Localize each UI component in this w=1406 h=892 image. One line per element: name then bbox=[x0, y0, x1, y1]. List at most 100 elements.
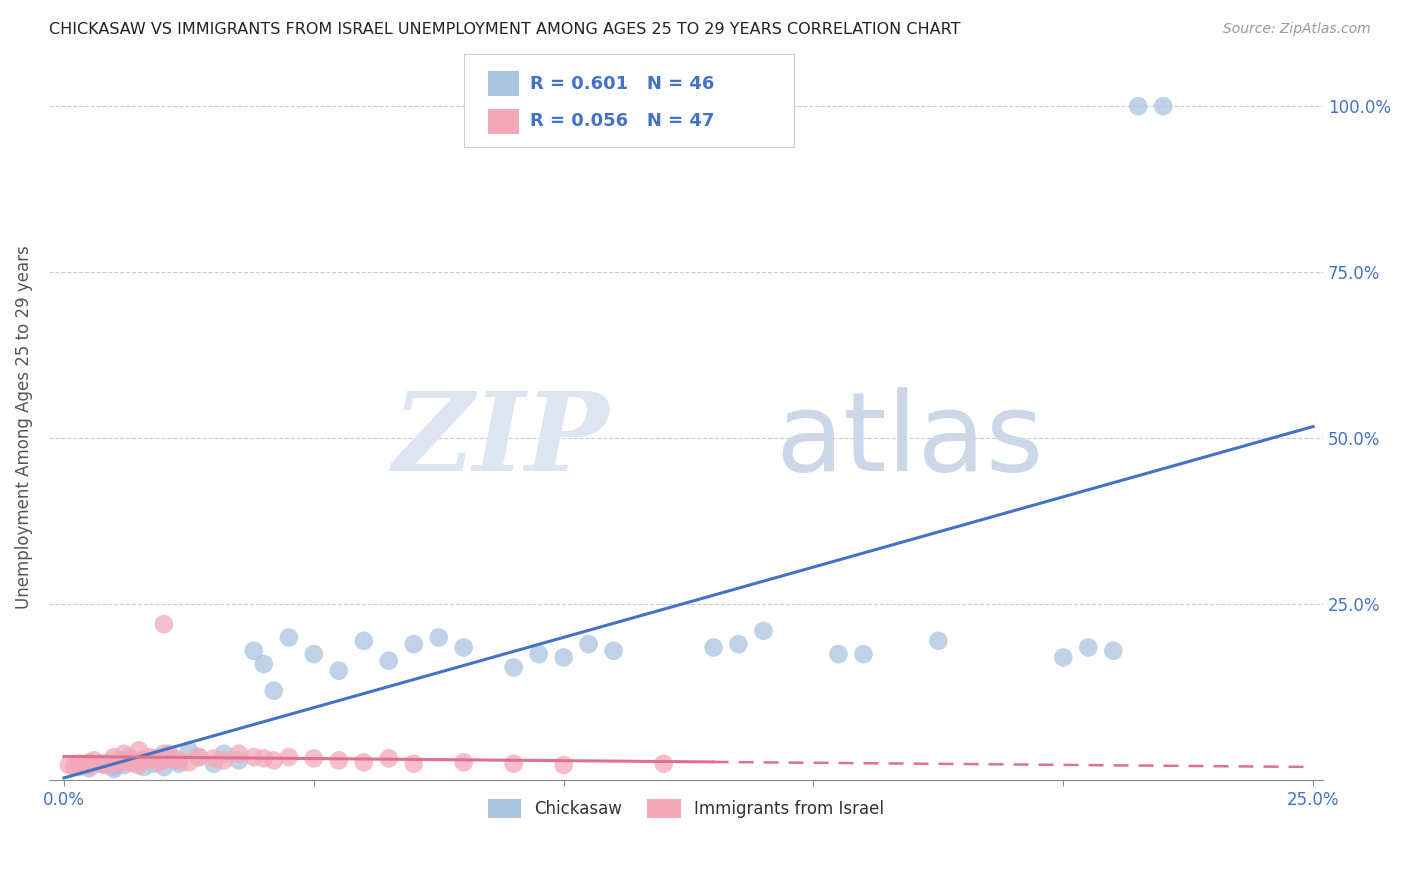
Point bbox=[553, 758, 575, 772]
Point bbox=[112, 758, 135, 772]
Text: CHICKASAW VS IMMIGRANTS FROM ISRAEL UNEMPLOYMENT AMONG AGES 25 TO 29 YEARS CORRE: CHICKASAW VS IMMIGRANTS FROM ISRAEL UNEM… bbox=[49, 22, 960, 37]
Point bbox=[228, 753, 250, 767]
Point bbox=[153, 617, 176, 632]
Point bbox=[1152, 99, 1174, 113]
Point bbox=[652, 756, 675, 771]
Point bbox=[177, 756, 200, 770]
Point bbox=[253, 751, 276, 765]
Point bbox=[302, 647, 325, 661]
Point bbox=[73, 758, 96, 772]
Point bbox=[377, 751, 399, 765]
Point bbox=[67, 760, 90, 774]
Text: R = 0.601   N = 46: R = 0.601 N = 46 bbox=[530, 75, 714, 93]
Point bbox=[927, 633, 949, 648]
Point bbox=[138, 750, 160, 764]
Text: ZIP: ZIP bbox=[394, 387, 610, 494]
Point bbox=[77, 759, 100, 773]
Legend: Chickasaw, Immigrants from Israel: Chickasaw, Immigrants from Israel bbox=[481, 792, 891, 825]
Point bbox=[108, 753, 131, 767]
Point bbox=[128, 758, 150, 772]
Text: atlas: atlas bbox=[775, 387, 1043, 494]
Point bbox=[553, 650, 575, 665]
Point bbox=[752, 624, 775, 638]
Point bbox=[163, 751, 186, 765]
Point bbox=[63, 760, 86, 774]
Point bbox=[328, 664, 350, 678]
Point bbox=[122, 756, 145, 771]
Point bbox=[243, 750, 266, 764]
Point bbox=[827, 647, 849, 661]
Point bbox=[1128, 99, 1150, 113]
Point bbox=[202, 756, 225, 771]
Point bbox=[1052, 650, 1074, 665]
Point bbox=[277, 631, 299, 645]
Point bbox=[243, 644, 266, 658]
Point bbox=[167, 756, 190, 771]
Point bbox=[77, 756, 100, 770]
Point bbox=[77, 761, 100, 775]
Y-axis label: Unemployment Among Ages 25 to 29 years: Unemployment Among Ages 25 to 29 years bbox=[15, 244, 32, 608]
Point bbox=[212, 753, 235, 767]
Point bbox=[402, 637, 425, 651]
Point bbox=[83, 753, 105, 767]
Point bbox=[177, 743, 200, 757]
Point bbox=[527, 647, 550, 661]
Point bbox=[87, 756, 110, 771]
Point bbox=[93, 758, 115, 772]
Point bbox=[97, 756, 120, 770]
Point bbox=[402, 756, 425, 771]
Point bbox=[702, 640, 724, 655]
Text: R = 0.056   N = 47: R = 0.056 N = 47 bbox=[530, 112, 714, 130]
Point bbox=[328, 753, 350, 767]
Point bbox=[502, 660, 524, 674]
Point bbox=[157, 750, 180, 764]
Point bbox=[103, 760, 125, 774]
Point bbox=[153, 747, 176, 761]
Point bbox=[67, 756, 90, 771]
Point bbox=[132, 753, 155, 767]
Point bbox=[1077, 640, 1099, 655]
Point bbox=[142, 751, 165, 765]
Point bbox=[302, 751, 325, 765]
Point bbox=[353, 756, 375, 770]
Point bbox=[578, 637, 600, 651]
Point bbox=[453, 640, 475, 655]
Point bbox=[118, 750, 141, 764]
Point bbox=[228, 747, 250, 761]
Point bbox=[727, 637, 749, 651]
Text: Source: ZipAtlas.com: Source: ZipAtlas.com bbox=[1223, 22, 1371, 37]
Point bbox=[277, 750, 299, 764]
Point bbox=[602, 644, 624, 658]
Point bbox=[118, 751, 141, 765]
Point bbox=[132, 760, 155, 774]
Point bbox=[212, 747, 235, 761]
Point bbox=[142, 756, 165, 771]
Point bbox=[353, 633, 375, 648]
Point bbox=[128, 743, 150, 757]
Point bbox=[128, 753, 150, 767]
Point bbox=[103, 750, 125, 764]
Point bbox=[153, 760, 176, 774]
Point bbox=[1102, 644, 1125, 658]
Point bbox=[93, 756, 115, 771]
Point bbox=[103, 762, 125, 776]
Point bbox=[58, 758, 80, 772]
Point bbox=[112, 747, 135, 761]
Point bbox=[157, 747, 180, 761]
Point bbox=[263, 753, 285, 767]
Point bbox=[263, 683, 285, 698]
Point bbox=[377, 654, 399, 668]
Point bbox=[187, 750, 209, 764]
Point bbox=[112, 756, 135, 770]
Point bbox=[153, 753, 176, 767]
Point bbox=[453, 756, 475, 770]
Point bbox=[163, 753, 186, 767]
Point bbox=[148, 756, 170, 770]
Point bbox=[852, 647, 875, 661]
Point bbox=[202, 751, 225, 765]
Point bbox=[427, 631, 450, 645]
Point bbox=[103, 756, 125, 771]
Point bbox=[502, 756, 524, 771]
Point bbox=[187, 750, 209, 764]
Point bbox=[167, 753, 190, 767]
